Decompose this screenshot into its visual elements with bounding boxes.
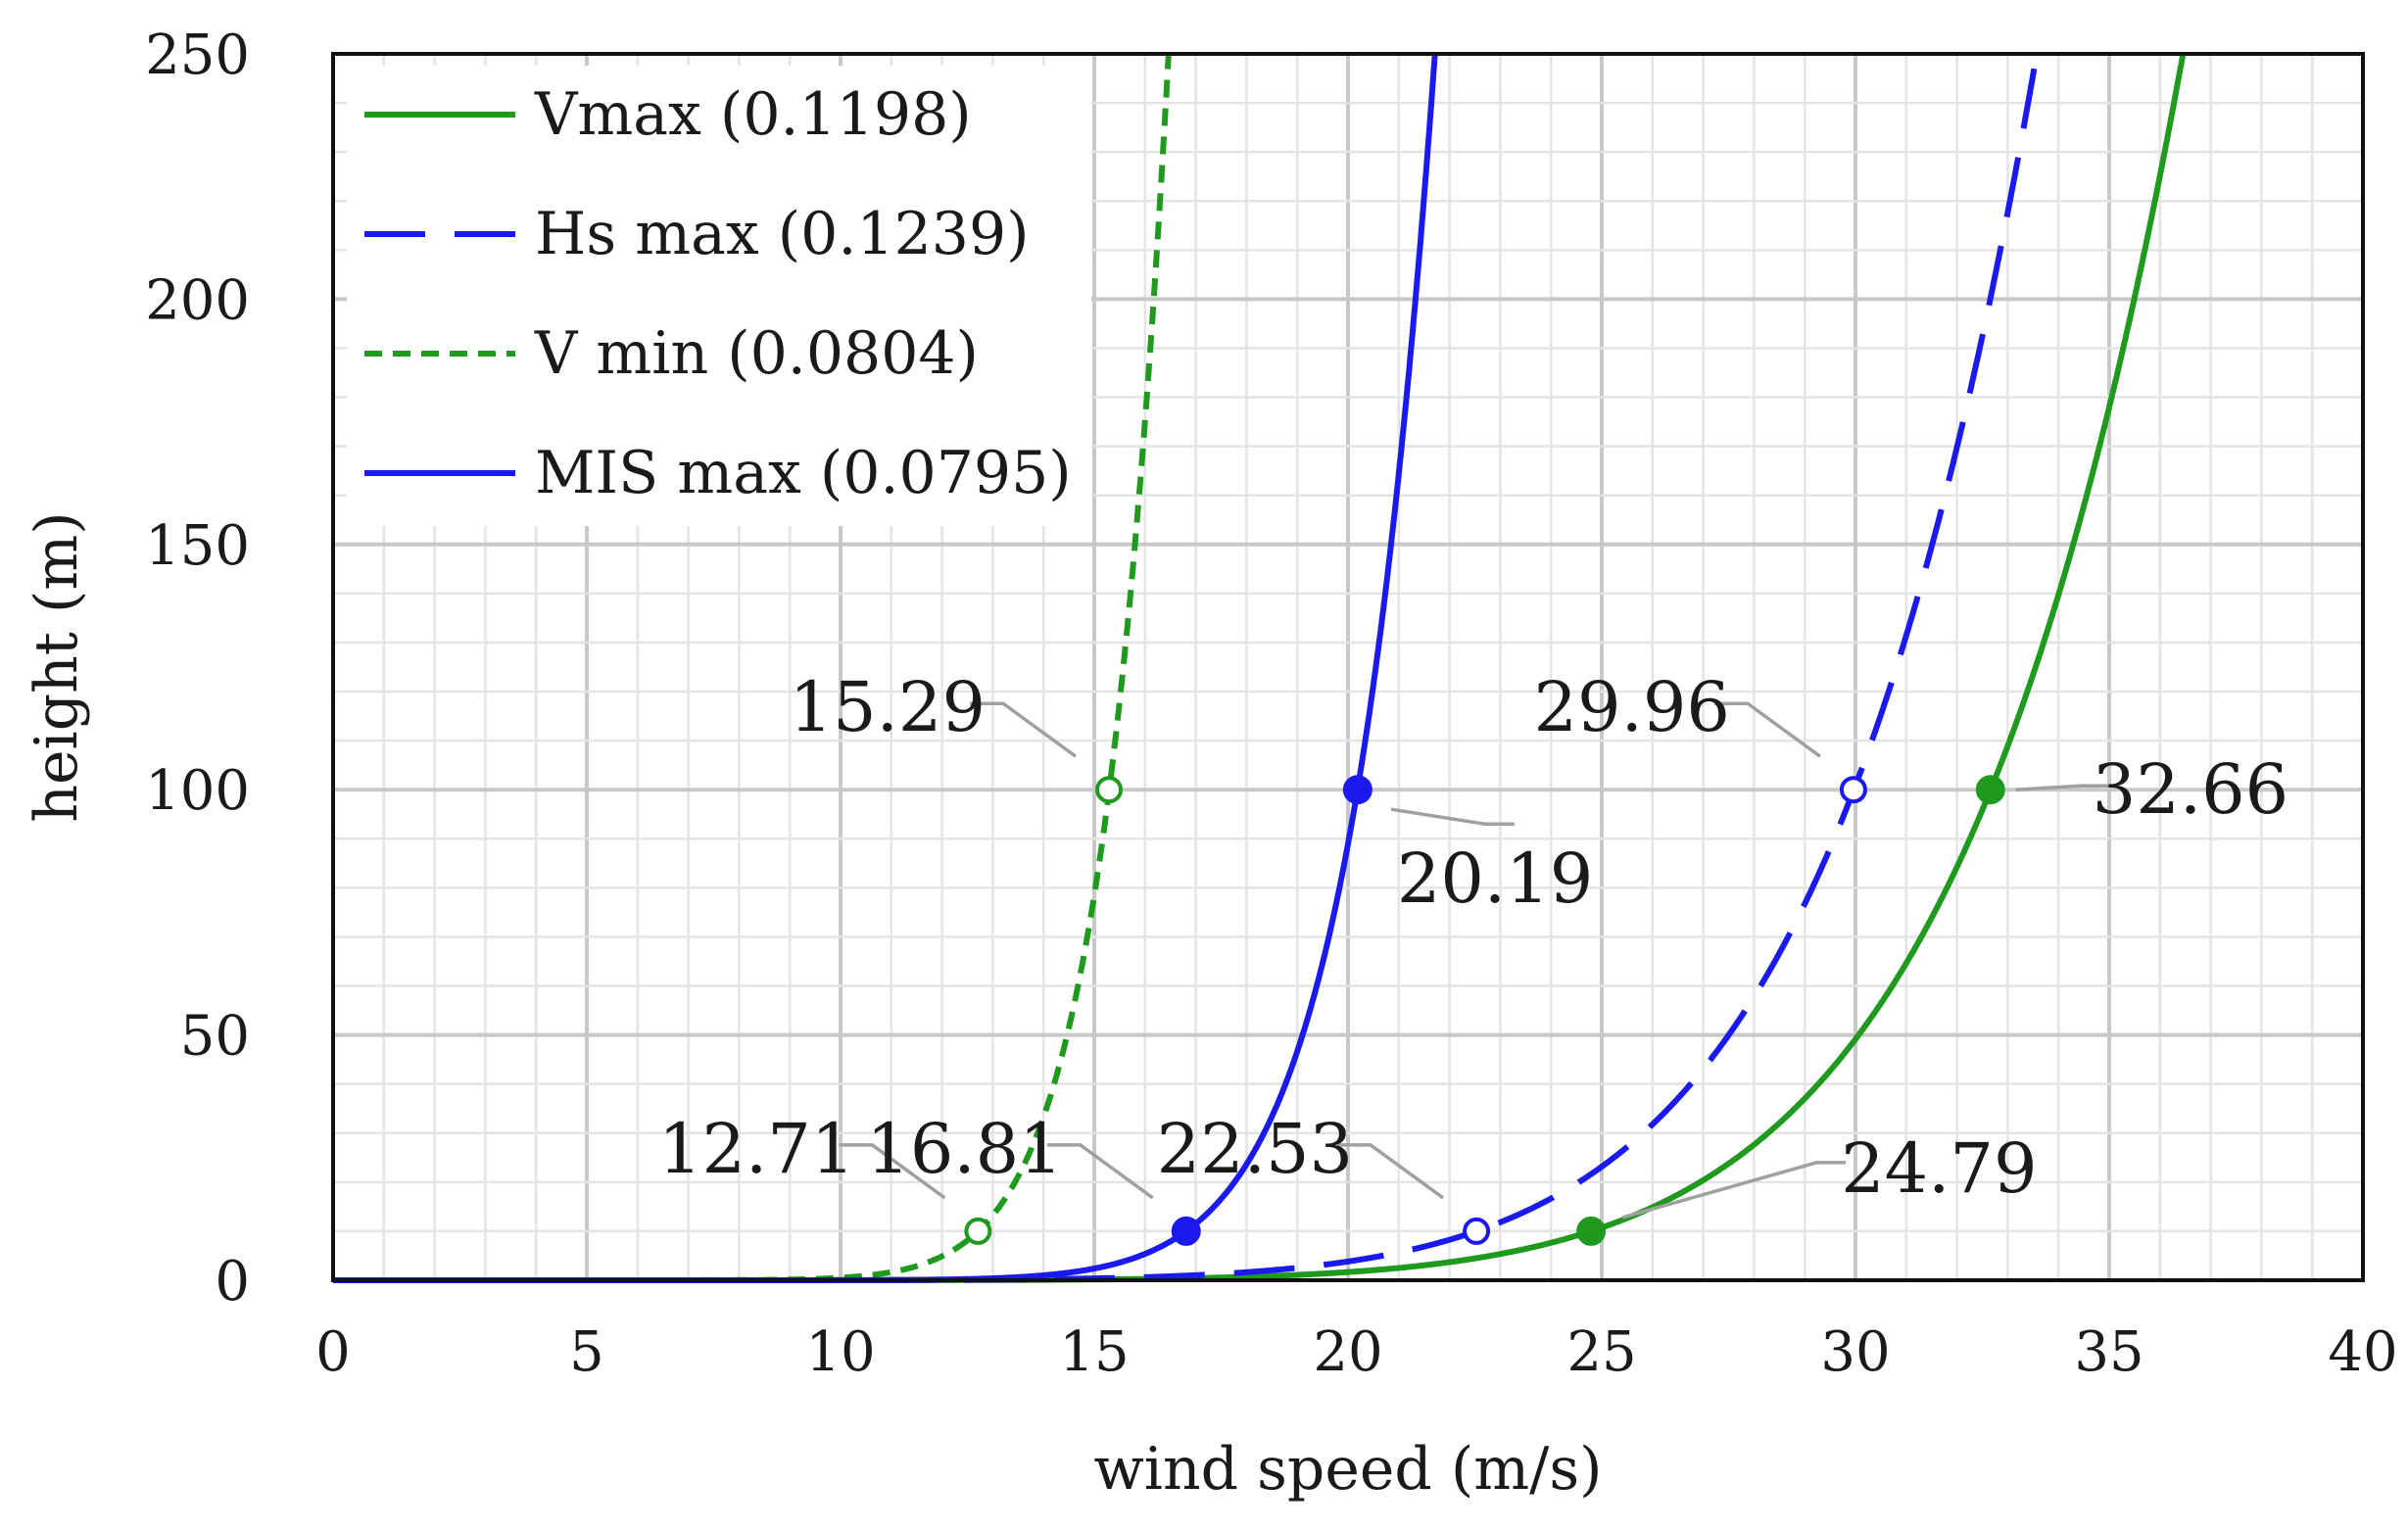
- annotation-leader: [970, 701, 1078, 758]
- legend-label: V min (0.0804): [534, 319, 979, 388]
- annotation-marker: [1839, 776, 1867, 804]
- y-tick-label: 0: [215, 1250, 250, 1314]
- legend-label: Hs max (0.1239): [535, 200, 1030, 268]
- annotation-leader: [839, 1143, 946, 1200]
- annotation-label: 29.96: [1534, 667, 1730, 747]
- annotation-marker: [1095, 776, 1124, 804]
- y-tick-label: 250: [145, 24, 250, 87]
- annotation-marker: [964, 1217, 992, 1245]
- legend: Vmax (0.1198) Hs max (0.1239) V min (0.080…: [347, 66, 1091, 526]
- annotation-label: 16.81: [866, 1109, 1062, 1189]
- legend-label: Vmax (0.1198): [534, 80, 972, 149]
- annotation-label: 12.71: [658, 1109, 854, 1189]
- annotation-leader: [1046, 1143, 1154, 1200]
- x-tick-label: 40: [2328, 1320, 2397, 1384]
- annotation-marker: [1576, 1216, 1607, 1246]
- annotation-label: 20.19: [1397, 838, 1593, 919]
- x-tick-label: 0: [315, 1320, 351, 1384]
- x-tick-label: 5: [569, 1320, 604, 1384]
- annotation-marker: [1463, 1217, 1491, 1245]
- y-tick-label: 50: [180, 1005, 250, 1069]
- x-tick-label: 10: [805, 1320, 875, 1384]
- legend-background: [347, 66, 1091, 526]
- y-axis-title: height (m): [23, 511, 91, 822]
- x-tick-label: 25: [1566, 1320, 1636, 1384]
- annotation-marker: [1171, 1216, 1201, 1246]
- annotation-label: 32.66: [2093, 749, 2288, 830]
- annotation-marker: [1975, 775, 2005, 805]
- annotation-marker: [1342, 775, 1373, 805]
- x-tick-labels: 0 5 10 15 20 25 30 35 40: [315, 1320, 2397, 1384]
- annotation-leader: [1621, 1161, 1847, 1220]
- y-tick-label: 200: [145, 268, 250, 332]
- y-tick-labels: 0 50 100 150 200 250: [145, 24, 250, 1314]
- annotation-leader: [2015, 784, 2110, 791]
- x-tick-label: 30: [1820, 1320, 1890, 1384]
- annotation-leader: [1337, 1143, 1445, 1200]
- annotation-leader: [1390, 807, 1515, 826]
- annotation-label: 24.79: [1841, 1128, 2037, 1209]
- plot-frame: [331, 52, 2365, 1282]
- x-tick-label: 20: [1313, 1320, 1382, 1384]
- legend-label: MIS max (0.0795): [535, 439, 1072, 507]
- x-tick-label: 35: [2074, 1320, 2143, 1384]
- annotation-label: 15.29: [790, 667, 986, 747]
- y-tick-label: 150: [145, 514, 250, 578]
- x-tick-label: 15: [1059, 1320, 1129, 1384]
- annotation-label: 22.53: [1157, 1109, 1353, 1189]
- annotation-leader: [1713, 701, 1821, 758]
- y-tick-label: 100: [145, 759, 250, 823]
- series-line: [331, 53, 1172, 1283]
- annotation-layer: 15.29 12.71 20.19 16.81 29.96 22.53 32.66 24.79: [658, 667, 2288, 1246]
- x-axis-title: wind speed (m/s): [1093, 1435, 1602, 1504]
